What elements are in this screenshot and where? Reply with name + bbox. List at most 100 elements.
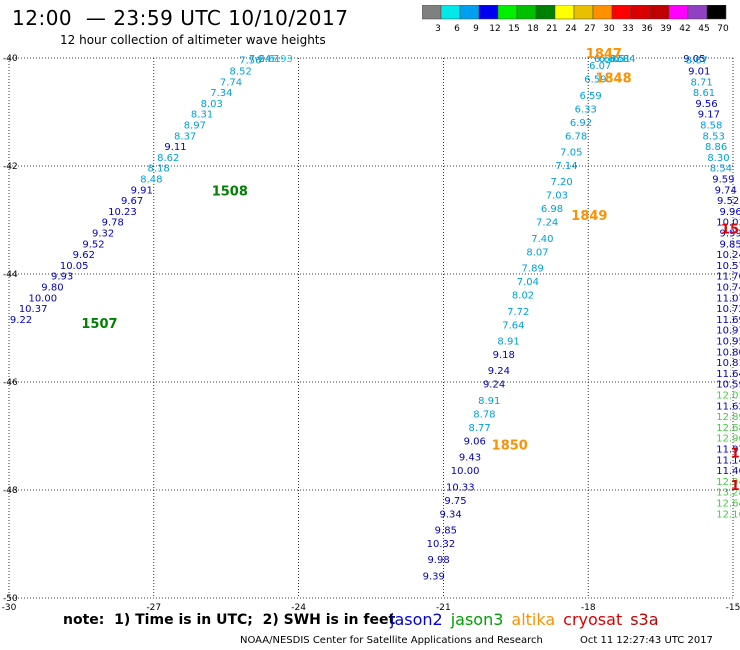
wave-height-value: 6.78 — [565, 131, 587, 142]
wave-height-value: 6.59 — [579, 91, 601, 102]
footer-credit: NOAA/NESDIS Center for Satellite Applica… — [240, 635, 543, 646]
wave-height-value: 11.64 — [716, 369, 740, 380]
pass-id-label: 15 — [731, 447, 740, 462]
pass-id-label: 1847 — [586, 47, 622, 62]
color-scale-label: 9 — [473, 24, 479, 34]
wave-height-value: 5.93 — [271, 54, 293, 65]
wave-height-value: 11.14 — [716, 455, 740, 466]
wave-height-value: 10.37 — [19, 304, 48, 315]
wave-height-value: 9.80 — [41, 283, 63, 294]
wave-height-value: 7.74 — [220, 77, 242, 88]
wave-height-value: 12.64 — [716, 499, 740, 510]
wave-height-value: 6.59 — [584, 75, 606, 86]
color-scale-label: 24 — [565, 24, 577, 34]
legend-entry: jason3 — [450, 610, 504, 629]
pass-track — [20, 58, 282, 321]
wave-height-value: 6.61 — [259, 54, 281, 65]
wave-height-value: 7.20 — [551, 177, 573, 188]
wave-height-value: 10.72 — [716, 304, 740, 315]
wave-height-value: 12.16 — [716, 509, 740, 520]
wave-height-value: 7.04 — [517, 277, 539, 288]
wave-height-value: 10.24 — [716, 250, 740, 261]
wave-height-value: 8.78 — [473, 409, 495, 420]
wave-height-value: 8.52 — [230, 67, 252, 78]
color-scale-label: 12 — [489, 24, 500, 34]
wave-height-value: 8.18 — [147, 164, 169, 175]
wave-height-value: 9.17 — [698, 110, 720, 121]
wave-height-value: 10.74 — [716, 283, 740, 294]
y-tick-label: -50 — [3, 594, 18, 604]
wave-height-value: 7.03 — [546, 191, 568, 202]
wave-height-value: 9.52 — [717, 196, 739, 207]
color-scale-label: 15 — [508, 24, 519, 34]
wave-height-value: 8.67 — [686, 56, 708, 67]
wave-height-value: 8.03 — [201, 99, 223, 110]
wave-height-value: 8.91 — [478, 396, 500, 407]
wave-height-value: 10.97 — [716, 326, 740, 337]
wave-height-value: 13.28 — [716, 488, 740, 499]
wave-height-value: 10.03 — [716, 218, 740, 229]
wave-height-value: 9.85 — [435, 526, 457, 537]
wave-height-value: 9.11 — [164, 142, 186, 153]
wave-height-value: 9.32 — [92, 229, 114, 240]
wave-height-value: 10.57 — [716, 261, 740, 272]
wave-height-value: 7.64 — [502, 320, 524, 331]
wave-height-value: 6.33 — [575, 104, 597, 115]
wave-height-value: 7.24 — [536, 218, 558, 229]
wave-height-value: 9.93 — [51, 272, 73, 283]
wave-height-value: 10.05 — [60, 261, 89, 272]
wave-height-value: 8.54 — [710, 164, 732, 175]
y-tick-label: -44 — [3, 270, 18, 280]
wave-height-value: 9.99 — [719, 229, 740, 240]
wave-height-value: 10.59 — [716, 380, 740, 391]
wave-height-value: 11.70 — [716, 272, 740, 283]
wave-height-value: 10.95 — [716, 337, 740, 348]
wave-height-value: 9.74 — [715, 185, 737, 196]
x-tick-label: -24 — [291, 603, 306, 613]
wave-height-value: 11.46 — [716, 466, 740, 477]
wave-height-value: 6.92 — [570, 118, 592, 129]
pass-id-label: 1507 — [81, 317, 117, 332]
wave-height-value: 9.18 — [493, 350, 515, 361]
wave-height-value: 9.96 — [719, 207, 740, 218]
wave-height-value: 6.51 — [608, 54, 630, 65]
wave-height-value: 8.91 — [497, 337, 519, 348]
wave-height-value: 8.02 — [512, 291, 534, 302]
color-scale-label: 70 — [717, 24, 729, 34]
y-tick-label: -46 — [3, 378, 18, 388]
pass-id-label: 1848 — [595, 71, 631, 86]
legend-entry: jason2 — [390, 610, 443, 629]
wave-height-value: 8.86 — [705, 142, 727, 153]
wave-height-value: 6.68 — [594, 54, 616, 65]
wave-height-value: 9.34 — [440, 509, 462, 520]
wave-height-value: 8.77 — [468, 423, 490, 434]
wave-height-value: 12.94 — [716, 477, 740, 488]
y-tick-label: -40 — [3, 54, 18, 64]
wave-height-value: 9.52 — [82, 239, 104, 250]
wave-height-value: 8.97 — [184, 121, 206, 132]
wave-height-value: 7.05 — [560, 148, 582, 159]
wave-height-value: 9.62 — [73, 250, 95, 261]
wave-height-value: 8.48 — [140, 175, 162, 186]
wave-height-value: 8.53 — [703, 131, 725, 142]
wave-height-value: 6.82 — [599, 54, 621, 65]
wave-height-value: 9.39 — [423, 571, 445, 582]
wave-height-value: 9.78 — [102, 218, 124, 229]
footer-timestamp: Oct 11 12:27:43 UTC 2017 — [580, 635, 713, 646]
x-tick-label: -27 — [146, 603, 161, 613]
wave-height-value: 8.07 — [526, 247, 548, 258]
wave-height-value: 9.91 — [131, 185, 153, 196]
color-scale-label: 18 — [527, 24, 539, 34]
color-scale-label: 45 — [698, 24, 709, 34]
wave-height-value: 10.32 — [427, 539, 456, 550]
wave-height-value: 9.24 — [483, 380, 505, 391]
wave-height-value: 9.85 — [719, 239, 740, 250]
wave-height-value: 6.98 — [541, 204, 563, 215]
wave-height-value: 8.62 — [157, 153, 179, 164]
pass-id-label: 1 — [731, 479, 740, 494]
wave-height-value: 11.69 — [716, 315, 740, 326]
wave-height-value: 7.24 — [249, 54, 271, 65]
wave-height-value: 5.68 — [604, 54, 626, 65]
wave-height-value: 11.97 — [716, 445, 740, 456]
wave-height-value: 8.58 — [700, 121, 722, 132]
